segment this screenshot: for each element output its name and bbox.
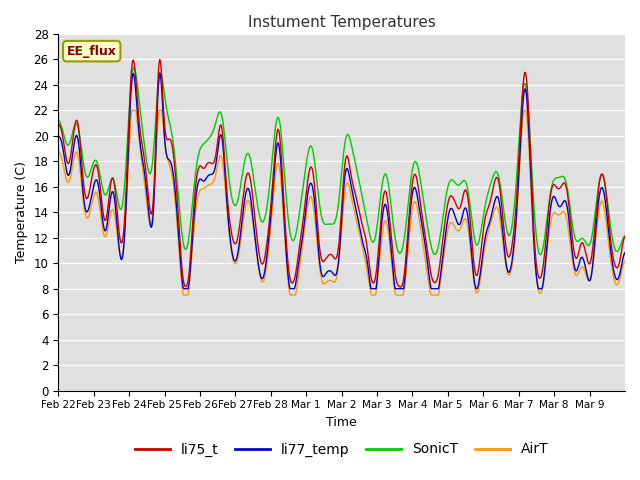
li75_t xyxy=(396,284,404,290)
li77_temp xyxy=(180,286,188,292)
SonicT xyxy=(399,243,407,249)
SonicT xyxy=(544,210,552,216)
li77_temp xyxy=(156,70,164,76)
li77_temp xyxy=(486,220,493,226)
AirT xyxy=(621,258,629,264)
li77_temp xyxy=(417,214,424,220)
li75_t xyxy=(54,121,62,127)
Line: li75_t: li75_t xyxy=(58,60,625,287)
li75_t xyxy=(89,169,97,175)
Line: li77_temp: li77_temp xyxy=(58,73,625,289)
Y-axis label: Temperature (C): Temperature (C) xyxy=(15,161,28,263)
li77_temp xyxy=(544,234,552,240)
li75_t xyxy=(417,202,424,208)
Text: EE_flux: EE_flux xyxy=(67,45,116,58)
X-axis label: Time: Time xyxy=(326,416,357,429)
SonicT xyxy=(384,180,392,185)
li77_temp xyxy=(400,286,408,292)
Title: Instument Temperatures: Instument Temperatures xyxy=(248,15,436,30)
li75_t xyxy=(384,202,392,207)
Legend: li75_t, li77_temp, SonicT, AirT: li75_t, li77_temp, SonicT, AirT xyxy=(129,437,554,462)
SonicT xyxy=(485,187,493,193)
li75_t xyxy=(156,57,164,62)
AirT xyxy=(417,226,424,232)
AirT xyxy=(180,292,188,298)
SonicT xyxy=(537,252,545,258)
li77_temp xyxy=(54,133,62,139)
li75_t xyxy=(544,217,552,223)
li77_temp xyxy=(621,250,629,255)
Line: AirT: AirT xyxy=(58,110,625,295)
li77_temp xyxy=(89,186,97,192)
SonicT xyxy=(416,175,424,180)
Line: SonicT: SonicT xyxy=(58,67,625,255)
SonicT xyxy=(131,64,138,70)
li77_temp xyxy=(385,221,393,227)
AirT xyxy=(385,233,393,239)
AirT xyxy=(486,225,493,230)
SonicT xyxy=(621,233,629,239)
AirT xyxy=(400,290,408,296)
AirT xyxy=(544,243,552,249)
AirT xyxy=(89,196,97,202)
AirT xyxy=(54,148,62,154)
li75_t xyxy=(400,276,408,281)
AirT xyxy=(128,108,136,113)
SonicT xyxy=(89,161,97,167)
li75_t xyxy=(486,201,493,207)
li75_t xyxy=(621,234,629,240)
SonicT xyxy=(54,117,62,123)
